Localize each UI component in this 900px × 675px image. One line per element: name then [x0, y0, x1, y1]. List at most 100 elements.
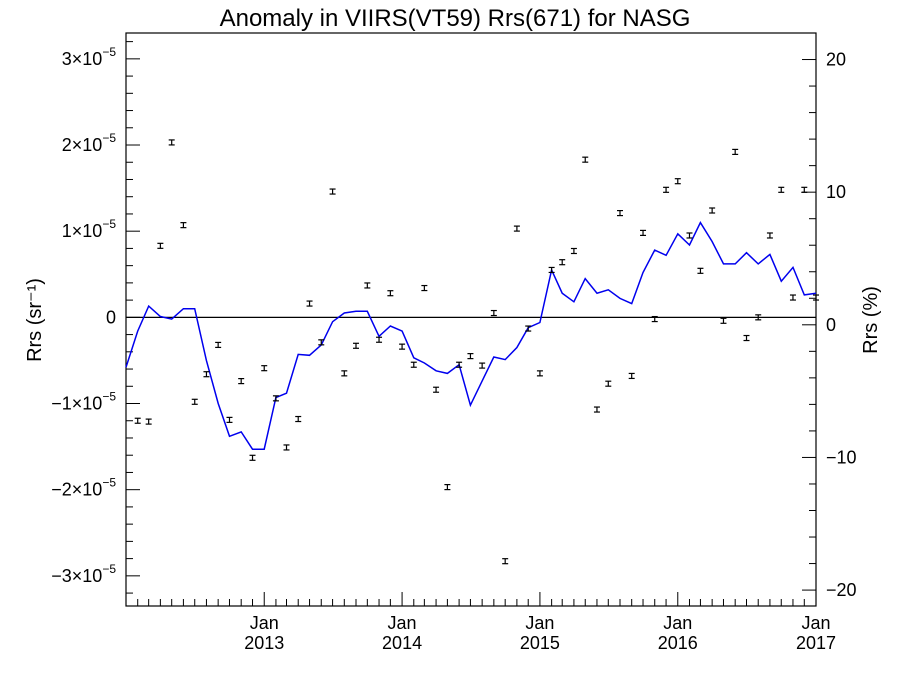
- data-point: [709, 207, 716, 214]
- data-point: [261, 365, 268, 372]
- data-point: [789, 294, 796, 301]
- chart-title: Anomaly in VIIRS(VT59) Rrs(671) for NASG: [220, 5, 691, 32]
- data-point: [570, 247, 577, 255]
- data-point: [697, 267, 704, 274]
- x-tick-label-month: Jan: [250, 613, 279, 633]
- data-point: [306, 300, 313, 307]
- data-point: [674, 178, 681, 185]
- y-left-tick-label: −2×10−5: [51, 476, 116, 500]
- data-point: [215, 341, 222, 349]
- data-point: [329, 188, 336, 195]
- tick-mantissa: −3×10: [51, 566, 102, 586]
- y-left-tick-label: 1×10−5: [62, 217, 117, 241]
- data-point: [663, 186, 670, 193]
- tick-exponent: −5: [102, 131, 116, 145]
- data-point: [778, 186, 785, 193]
- data-point: [490, 309, 497, 317]
- x-tick-label-year: 2013: [244, 633, 284, 653]
- data-point: [145, 418, 152, 425]
- data-point: [180, 222, 187, 229]
- data-point: [525, 325, 532, 332]
- data-point: [134, 417, 141, 424]
- tick-mantissa: 2×10: [62, 135, 103, 155]
- data-point: [766, 232, 773, 239]
- data-point: [353, 342, 359, 349]
- data-point: [444, 483, 451, 491]
- data-point: [421, 284, 428, 292]
- data-point: [559, 259, 566, 266]
- y-right-tick-label: −20: [826, 580, 857, 600]
- data-point: [640, 229, 647, 237]
- data-point: [467, 353, 474, 360]
- data-point: [283, 444, 290, 451]
- data-point: [479, 362, 486, 369]
- data-point: [536, 370, 543, 377]
- data-point: [628, 372, 635, 380]
- x-tick-label-month: Jan: [388, 613, 417, 633]
- x-tick-label-year: 2017: [796, 633, 836, 653]
- data-point: [605, 380, 612, 387]
- tick-exponent: −5: [102, 45, 116, 59]
- data-point: [249, 454, 256, 461]
- data-point: [801, 186, 808, 193]
- data-point: [616, 209, 623, 217]
- data-point: [410, 361, 417, 368]
- x-tick-label-year: 2015: [520, 633, 560, 653]
- y-left-tick-label: −1×10−5: [51, 390, 116, 414]
- plot-frame: [125, 32, 817, 607]
- tick-mantissa: 1×10: [62, 221, 103, 241]
- data-point: [513, 225, 520, 232]
- data-point: [191, 398, 198, 405]
- tick-exponent: −5: [102, 476, 116, 490]
- data-point: [157, 242, 164, 249]
- y-left-tick-label: 3×10−5: [62, 45, 117, 69]
- data-point: [813, 294, 819, 301]
- data-point: [295, 415, 302, 423]
- tick-mantissa: 3×10: [62, 49, 103, 69]
- y-right-tick-label: 10: [826, 182, 846, 202]
- y-axis-label-left: Rrs (sr⁻¹): [24, 278, 46, 362]
- y-right-tick-label: −10: [826, 447, 857, 467]
- data-point: [651, 315, 658, 323]
- y-left-tick-label: 2×10−5: [62, 131, 117, 155]
- data-point: [238, 378, 245, 385]
- data-point: [582, 156, 589, 163]
- y-axis-label-right: Rrs (%): [860, 286, 882, 354]
- y-axis-right: 20 10 0 −10 −20: [802, 32, 857, 600]
- y-left-tick-label: 0: [106, 307, 116, 327]
- x-tick-label-month: Jan: [663, 613, 692, 633]
- data-point: [203, 371, 210, 378]
- data-point: [732, 148, 739, 156]
- tick-mantissa: 0: [106, 307, 116, 327]
- y-right-tick-label: 0: [826, 315, 836, 335]
- tick-mantissa: −2×10: [51, 480, 102, 500]
- data-point: [399, 343, 406, 350]
- data-point: [743, 334, 750, 342]
- data-point: [272, 395, 279, 402]
- y-axis-left: 3×10−52×10−51×10−50−1×10−5−2×10−5−3×10−5: [51, 41, 140, 594]
- x-tick-label-year: 2016: [658, 633, 698, 653]
- data-point: [548, 266, 555, 274]
- tick-exponent: −5: [102, 562, 116, 576]
- x-tick-label-year: 2014: [382, 633, 422, 653]
- y-left-tick-label: −3×10−5: [51, 562, 116, 586]
- tick-exponent: −5: [102, 217, 116, 231]
- data-point: [376, 336, 383, 343]
- data-point: [456, 361, 463, 368]
- tick-exponent: −5: [102, 390, 116, 404]
- x-tick-label-month: Jan: [525, 613, 554, 633]
- anomaly-line-series: [125, 221, 817, 450]
- data-point: [755, 314, 762, 321]
- data-point: [593, 406, 600, 413]
- data-point: [686, 232, 693, 239]
- data-point: [387, 290, 394, 297]
- data-point: [364, 282, 371, 289]
- data-point: [502, 558, 509, 565]
- data-point: [433, 386, 440, 393]
- y-right-tick-label: 20: [826, 50, 846, 70]
- data-point: [720, 317, 727, 324]
- data-point: [168, 139, 175, 146]
- data-point: [341, 370, 348, 377]
